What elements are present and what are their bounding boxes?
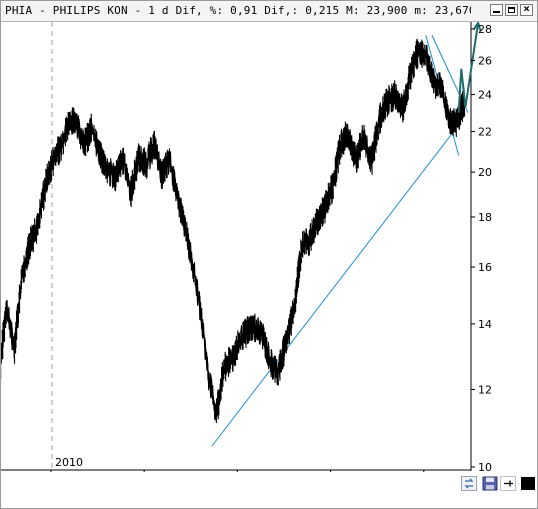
close-icon: × — [523, 2, 530, 15]
y-tick-label: 14 — [478, 318, 492, 331]
y-tick-label: 28 — [478, 23, 492, 36]
plot-frame — [1, 22, 472, 471]
maximize-button[interactable] — [505, 4, 518, 16]
title-bar: PHIA - PHILIPS KON - 1 d Dif, %: 0,91 Di… — [1, 1, 537, 22]
save-icon[interactable] — [482, 476, 498, 491]
trendline — [211, 131, 455, 447]
y-tick-label: 12 — [478, 383, 492, 396]
forecast-arrow — [457, 22, 482, 113]
color-swatch-icon[interactable] — [520, 476, 536, 491]
y-tick-label: 24 — [478, 89, 492, 102]
y-tick-label: 20 — [478, 166, 492, 179]
y-tick-label: 10 — [478, 461, 492, 472]
window-title: PHIA - PHILIPS KON - 1 d Dif, %: 0,91 Di… — [5, 4, 471, 17]
y-tick-label: 22 — [478, 126, 492, 139]
forecast-arrowhead — [472, 22, 482, 31]
y-tick-label: 16 — [478, 261, 492, 274]
minimize-button[interactable] — [490, 4, 503, 16]
pin-icon[interactable] — [500, 476, 516, 491]
y-tick-label: 18 — [478, 211, 492, 224]
forecast-path — [457, 22, 480, 113]
close-button[interactable]: × — [520, 2, 533, 16]
price-series — [1, 38, 466, 424]
refresh-icon[interactable] — [461, 476, 477, 491]
y-tick-label: 26 — [478, 55, 492, 68]
y-axis: 10 12 14 16 18 20 22 24 26 28 — [471, 23, 492, 472]
trendlines — [211, 34, 469, 447]
bottom-toolbar — [1, 472, 537, 508]
year-marker-label: 2010 — [55, 456, 83, 469]
year-marker: 2010 — [51, 22, 83, 470]
price-line — [1, 38, 466, 424]
